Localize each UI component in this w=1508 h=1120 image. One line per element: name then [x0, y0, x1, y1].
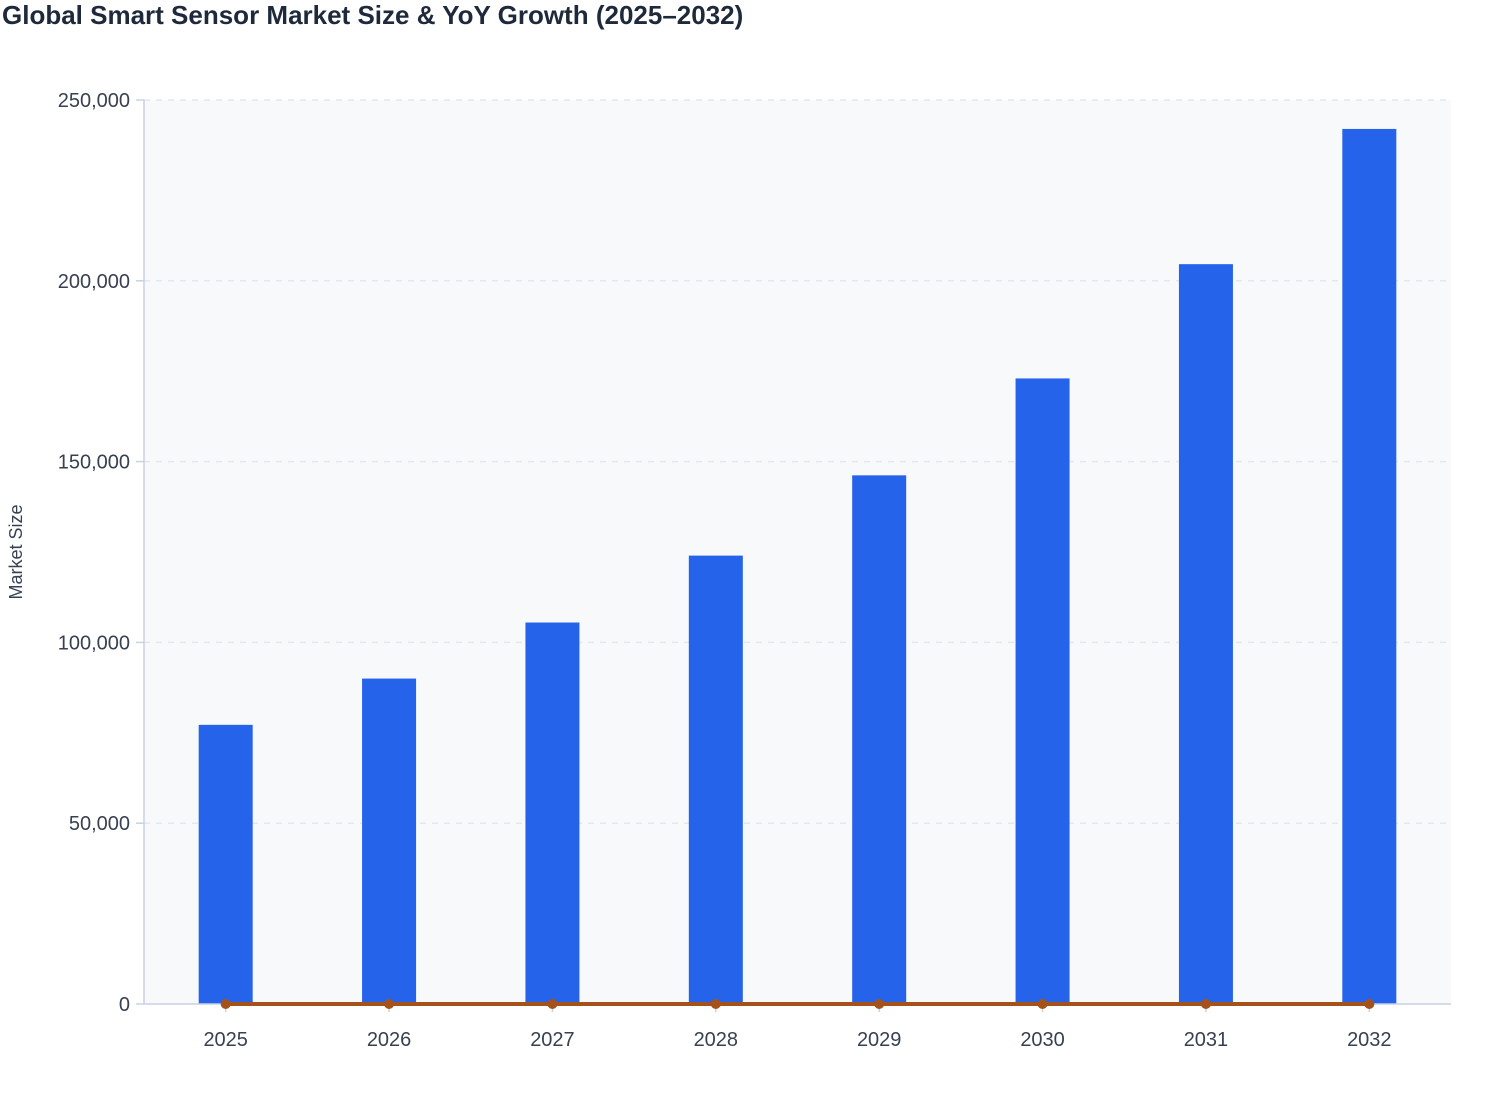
growth-point-2028: [710, 999, 721, 1009]
y-tick-label: 0: [119, 994, 130, 1016]
x-tick-label: 2030: [1020, 1029, 1065, 1051]
bar-2027: [525, 622, 580, 1004]
growth-point-2027: [547, 999, 558, 1009]
growth-point-2026: [384, 999, 395, 1009]
y-tick-label: 250,000: [58, 90, 130, 112]
bar-2029: [852, 475, 907, 1004]
y-tick-label: 100,000: [58, 632, 130, 654]
x-tick-label: 2031: [1184, 1029, 1229, 1051]
x-tick-label: 2029: [857, 1029, 902, 1051]
x-tick-label: 2032: [1347, 1029, 1392, 1051]
plot-background: [144, 100, 1451, 1004]
growth-point-2030: [1037, 999, 1048, 1009]
y-tick-label: 150,000: [58, 452, 130, 474]
growth-point-2029: [874, 999, 885, 1009]
chart-title: Global Smart Sensor Market Size & YoY Gr…: [2, 0, 744, 30]
bar-2028: [688, 555, 743, 1004]
growth-point-2032: [1364, 999, 1375, 1009]
bar-2026: [362, 678, 417, 1004]
bar-2032: [1342, 128, 1397, 1005]
grid-lines: [144, 99, 1451, 824]
y-tick-label: 50,000: [69, 813, 130, 835]
y-axis-title: Market Size: [6, 504, 26, 599]
growth-point-2031: [1200, 999, 1211, 1009]
x-tick-labels: 2025 2026 2027 2028 2029 2030 2031 2032: [203, 1029, 1391, 1051]
x-tick-label: 2026: [367, 1029, 412, 1051]
y-tick-label: 200,000: [58, 271, 130, 293]
bar-2031: [1178, 264, 1233, 1005]
x-tick-label: 2027: [530, 1029, 575, 1051]
x-tick-label: 2025: [203, 1029, 248, 1051]
y-tick-labels: 0 50,000 100,000 150,000 200,000 250,000: [58, 90, 130, 1016]
x-tick-label: 2028: [694, 1029, 739, 1051]
bar-2030: [1015, 378, 1070, 1004]
growth-point-2025: [220, 999, 231, 1009]
bar-2025: [198, 724, 253, 1004]
bars: [198, 128, 1397, 1005]
growth-line: [220, 999, 1375, 1009]
